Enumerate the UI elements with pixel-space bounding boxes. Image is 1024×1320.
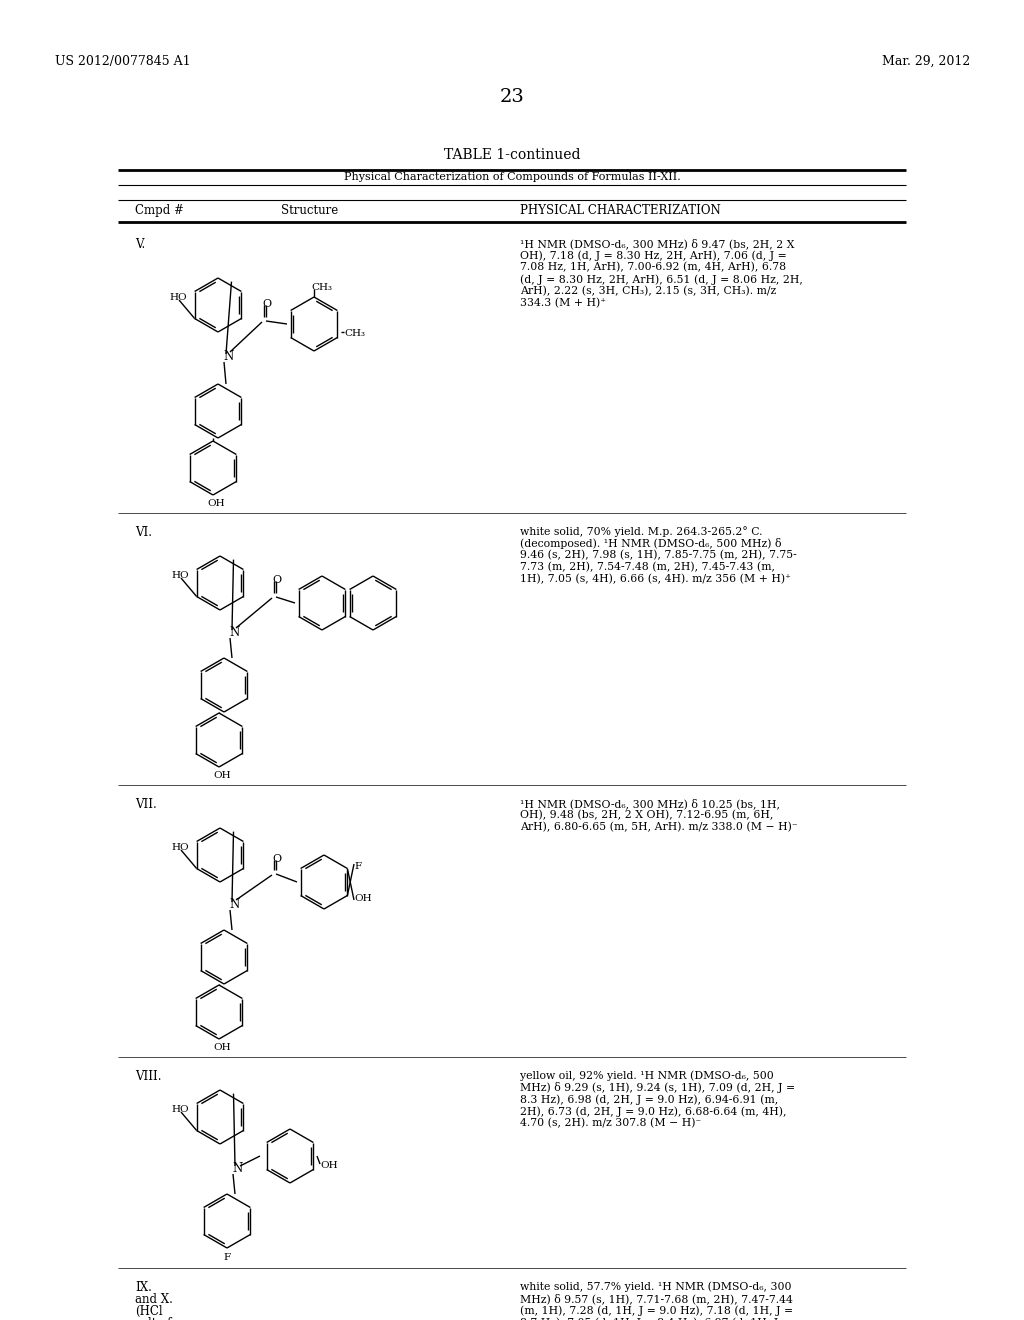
- Text: N: N: [229, 626, 240, 639]
- Text: 8.3 Hz), 6.98 (d, 2H, J = 9.0 Hz), 6.94-6.91 (m,: 8.3 Hz), 6.98 (d, 2H, J = 9.0 Hz), 6.94-…: [520, 1094, 778, 1105]
- Text: HO: HO: [169, 293, 186, 302]
- Text: ¹H NMR (DMSO-d₆, 300 MHz) δ 9.47 (bs, 2H, 2 X: ¹H NMR (DMSO-d₆, 300 MHz) δ 9.47 (bs, 2H…: [520, 238, 795, 248]
- Text: US 2012/0077845 A1: US 2012/0077845 A1: [55, 55, 190, 69]
- Text: OH: OH: [213, 771, 230, 780]
- Text: VIII.: VIII.: [135, 1071, 162, 1082]
- Text: OH: OH: [207, 499, 224, 508]
- Text: (HCl: (HCl: [135, 1305, 163, 1317]
- Text: IX.: IX.: [135, 1280, 152, 1294]
- Text: F: F: [354, 862, 361, 871]
- Text: (m, 1H), 7.28 (d, 1H, J = 9.0 Hz), 7.18 (d, 1H, J =: (m, 1H), 7.28 (d, 1H, J = 9.0 Hz), 7.18 …: [520, 1305, 794, 1316]
- Text: N: N: [229, 898, 240, 911]
- Text: CH₃: CH₃: [311, 282, 332, 292]
- Text: OH), 9.48 (bs, 2H, 2 X OH), 7.12-6.95 (m, 6H,: OH), 9.48 (bs, 2H, 2 X OH), 7.12-6.95 (m…: [520, 810, 773, 820]
- Text: OH: OH: [319, 1162, 338, 1170]
- Text: O: O: [262, 300, 271, 309]
- Text: N: N: [223, 350, 233, 363]
- Text: 7.08 Hz, 1H, ArH), 7.00-6.92 (m, 4H, ArH), 6.78: 7.08 Hz, 1H, ArH), 7.00-6.92 (m, 4H, ArH…: [520, 261, 786, 272]
- Text: yellow oil, 92% yield. ¹H NMR (DMSO-d₆, 500: yellow oil, 92% yield. ¹H NMR (DMSO-d₆, …: [520, 1071, 774, 1081]
- Text: HO: HO: [171, 1105, 188, 1114]
- Text: 4.70 (s, 2H). m/z 307.8 (M − H)⁻: 4.70 (s, 2H). m/z 307.8 (M − H)⁻: [520, 1118, 701, 1129]
- Text: HO: HO: [171, 572, 188, 579]
- Text: 1H), 7.05 (s, 4H), 6.66 (s, 4H). m/z 356 (M + H)⁺: 1H), 7.05 (s, 4H), 6.66 (s, 4H). m/z 356…: [520, 574, 791, 585]
- Text: 334.3 (M + H)⁺: 334.3 (M + H)⁺: [520, 298, 606, 309]
- Text: TABLE 1-continued: TABLE 1-continued: [443, 148, 581, 162]
- Text: MHz) δ 9.29 (s, 1H), 9.24 (s, 1H), 7.09 (d, 2H, J =: MHz) δ 9.29 (s, 1H), 9.24 (s, 1H), 7.09 …: [520, 1082, 795, 1093]
- Text: Structure: Structure: [282, 205, 339, 216]
- Text: PHYSICAL CHARACTERIZATION: PHYSICAL CHARACTERIZATION: [520, 205, 721, 216]
- Text: VII.: VII.: [135, 799, 157, 810]
- Text: VI.: VI.: [135, 525, 152, 539]
- Text: Mar. 29, 2012: Mar. 29, 2012: [882, 55, 970, 69]
- Text: 7.73 (m, 2H), 7.54-7.48 (m, 2H), 7.45-7.43 (m,: 7.73 (m, 2H), 7.54-7.48 (m, 2H), 7.45-7.…: [520, 562, 775, 573]
- Text: 2H), 6.73 (d, 2H, J = 9.0 Hz), 6.68-6.64 (m, 4H),: 2H), 6.73 (d, 2H, J = 9.0 Hz), 6.68-6.64…: [520, 1106, 786, 1117]
- Text: O: O: [272, 854, 282, 865]
- Text: O: O: [272, 576, 282, 585]
- Text: OH: OH: [354, 894, 372, 903]
- Text: CH₃: CH₃: [344, 329, 365, 338]
- Text: V.: V.: [135, 238, 145, 251]
- Text: (decomposed). ¹H NMR (DMSO-d₆, 500 MHz) δ: (decomposed). ¹H NMR (DMSO-d₆, 500 MHz) …: [520, 539, 781, 549]
- Text: white solid, 57.7% yield. ¹H NMR (DMSO-d₆, 300: white solid, 57.7% yield. ¹H NMR (DMSO-d…: [520, 1280, 792, 1291]
- Text: MHz) δ 9.57 (s, 1H), 7.71-7.68 (m, 2H), 7.47-7.44: MHz) δ 9.57 (s, 1H), 7.71-7.68 (m, 2H), …: [520, 1294, 793, 1304]
- Text: ¹H NMR (DMSO-d₆, 300 MHz) δ 10.25 (bs, 1H,: ¹H NMR (DMSO-d₆, 300 MHz) δ 10.25 (bs, 1…: [520, 799, 780, 809]
- Text: OH), 7.18 (d, J = 8.30 Hz, 2H, ArH), 7.06 (d, J =: OH), 7.18 (d, J = 8.30 Hz, 2H, ArH), 7.0…: [520, 249, 786, 260]
- Text: HO: HO: [171, 843, 188, 851]
- Text: Cmpd #: Cmpd #: [135, 205, 184, 216]
- Text: ArH), 2.22 (s, 3H, CH₃), 2.15 (s, 3H, CH₃). m/z: ArH), 2.22 (s, 3H, CH₃), 2.15 (s, 3H, CH…: [520, 286, 776, 297]
- Text: white solid, 70% yield. M.p. 264.3-265.2° C.: white solid, 70% yield. M.p. 264.3-265.2…: [520, 525, 763, 537]
- Text: 8.7 Hz), 7.05 (d, 1H, J = 8.4 Hz), 6.97 (d, 1H, J =: 8.7 Hz), 7.05 (d, 1H, J = 8.4 Hz), 6.97 …: [520, 1317, 791, 1320]
- Text: 9.46 (s, 2H), 7.98 (s, 1H), 7.85-7.75 (m, 2H), 7.75-: 9.46 (s, 2H), 7.98 (s, 1H), 7.85-7.75 (m…: [520, 550, 797, 561]
- Text: (d, J = 8.30 Hz, 2H, ArH), 6.51 (d, J = 8.06 Hz, 2H,: (d, J = 8.30 Hz, 2H, ArH), 6.51 (d, J = …: [520, 275, 803, 285]
- Text: salt of: salt of: [135, 1317, 171, 1320]
- Text: OH: OH: [213, 1043, 230, 1052]
- Text: F: F: [223, 1253, 230, 1262]
- Text: N: N: [232, 1162, 243, 1175]
- Text: and X.: and X.: [135, 1294, 173, 1305]
- Text: ArH), 6.80-6.65 (m, 5H, ArH). m/z 338.0 (M − H)⁻: ArH), 6.80-6.65 (m, 5H, ArH). m/z 338.0 …: [520, 822, 798, 833]
- Text: 23: 23: [500, 88, 524, 106]
- Text: Physical Characterization of Compounds of Formulas II-XII.: Physical Characterization of Compounds o…: [344, 172, 680, 182]
